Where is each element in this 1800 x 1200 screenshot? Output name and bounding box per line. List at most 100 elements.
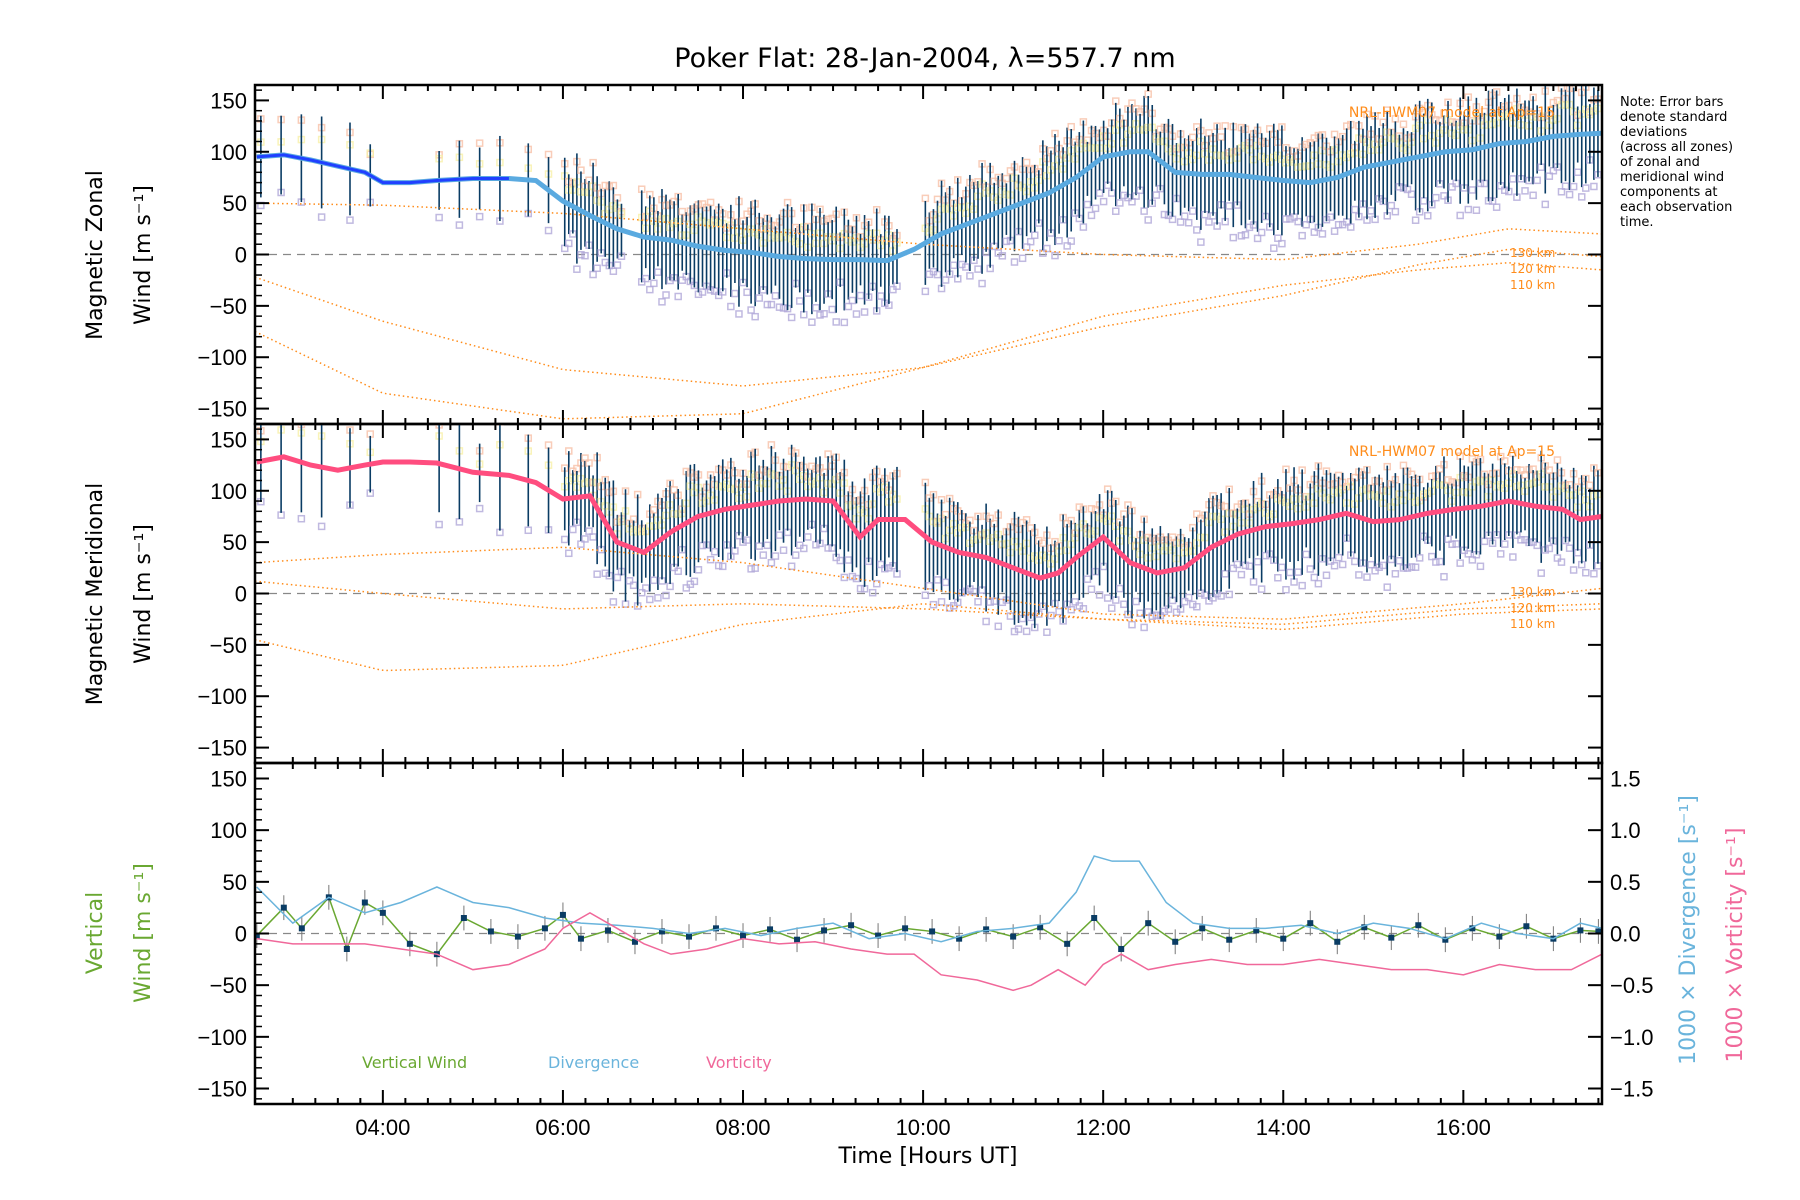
zone-point	[1541, 200, 1550, 209]
zone-point	[844, 302, 853, 311]
model-curve-130-km	[255, 546, 1602, 620]
zone-point	[565, 239, 573, 248]
note-line: deviations	[1620, 125, 1687, 140]
zone-point	[767, 300, 776, 309]
zone-point	[674, 567, 682, 575]
zone-point	[1387, 201, 1396, 210]
zone-point	[1533, 176, 1541, 185]
zone-point	[694, 566, 703, 574]
plot-area	[255, 424, 1602, 672]
series-vorticity	[256, 911, 1602, 992]
y-tick-label: −50	[210, 294, 247, 319]
zone-point	[1136, 609, 1144, 618]
vertical-wind-point	[1064, 940, 1071, 947]
zone-point	[759, 551, 768, 559]
zonal-ylabel-units: Wind [m s⁻¹]	[131, 185, 156, 325]
zone-point	[1047, 611, 1055, 620]
zone-point	[577, 250, 585, 259]
y-tick-label: −100	[197, 1025, 247, 1050]
zone-point	[1103, 594, 1112, 602]
y-tick-label: 150	[210, 427, 247, 452]
zone-point	[706, 555, 715, 564]
zone-point	[1274, 234, 1282, 242]
zone-point	[1476, 562, 1485, 571]
note-line: time.	[1620, 215, 1654, 230]
y2-tick-label: 0.5	[1610, 870, 1641, 895]
zone-point	[1496, 550, 1505, 558]
zone-point	[621, 600, 630, 608]
zone-point	[1286, 215, 1294, 223]
zone-point	[1237, 570, 1246, 579]
zone-point	[800, 310, 808, 319]
zone-point	[1537, 569, 1545, 577]
zone-point	[1225, 202, 1233, 210]
zone-point	[577, 540, 585, 548]
altitude-label: 120 km	[1510, 262, 1555, 276]
x-tick-label: 08:00	[715, 1115, 770, 1140]
vertical-wind-point	[1091, 915, 1098, 921]
zone-point	[856, 291, 865, 300]
zone-point	[921, 591, 930, 600]
zone-point	[1091, 204, 1100, 213]
zone-point	[1399, 461, 1408, 470]
zone-point	[1448, 540, 1456, 549]
zone-point	[642, 584, 650, 592]
zone-point	[1330, 561, 1339, 570]
zone-point	[1022, 243, 1031, 251]
zone-point	[1509, 175, 1517, 183]
zone-point	[1411, 216, 1420, 224]
zone-point	[1087, 211, 1096, 220]
zone-point	[836, 556, 845, 565]
zone-point	[1545, 544, 1554, 553]
zone-point	[787, 313, 796, 322]
vertical-wind-point	[929, 928, 936, 935]
vertical-wind-point	[1577, 927, 1584, 934]
vertical-wind-point	[361, 899, 368, 906]
x-tick-label: 04:00	[355, 1115, 410, 1140]
zone-point	[1270, 244, 1278, 252]
zone-point	[719, 562, 727, 571]
zone-point	[1083, 575, 1092, 583]
zone-point	[1586, 481, 1594, 490]
zone-point	[840, 318, 849, 327]
zone-point	[1577, 193, 1586, 201]
y2-tick-label: 1.5	[1610, 767, 1641, 792]
zone-point	[1193, 226, 1201, 234]
vertical-wind-point	[821, 927, 828, 934]
zone-point	[1338, 560, 1347, 569]
zone-point	[982, 617, 990, 626]
zone-point	[1006, 167, 1015, 175]
vertical-wind-point	[794, 936, 801, 943]
zone-point	[455, 518, 464, 526]
legend-vertical-wind: Vertical Wind	[362, 1053, 467, 1072]
zone-point	[1533, 541, 1541, 550]
zone-point	[1553, 456, 1562, 464]
altitude-label: 120 km	[1510, 601, 1555, 615]
y-tick-label: 100	[210, 479, 247, 504]
vertical-wind-point	[1199, 925, 1206, 932]
zone-point	[1168, 215, 1177, 224]
zone-point	[1468, 556, 1477, 564]
zone-point	[1249, 578, 1258, 586]
zone-point	[1132, 597, 1140, 606]
zone-point	[1330, 227, 1339, 235]
zone-point	[1517, 466, 1525, 474]
zone-point	[1010, 258, 1019, 266]
zone-point	[674, 292, 682, 301]
vertical-wind-point	[740, 932, 747, 939]
zone-point	[666, 582, 674, 591]
zone-point	[629, 581, 638, 590]
zone-point	[775, 531, 784, 539]
vorticity-y2label: 1000 × Vorticity [s⁻¹]	[1723, 828, 1748, 1063]
zone-point	[1189, 133, 1197, 142]
zone-point	[1071, 598, 1080, 606]
zone-point	[1079, 223, 1088, 231]
zone-point	[1221, 570, 1229, 578]
zone-point	[735, 310, 743, 318]
altitude-label: 130 km	[1510, 585, 1555, 599]
zone-point	[933, 576, 942, 584]
zone-point	[297, 514, 306, 523]
zone-point	[524, 526, 533, 535]
zone-point	[1112, 207, 1120, 215]
